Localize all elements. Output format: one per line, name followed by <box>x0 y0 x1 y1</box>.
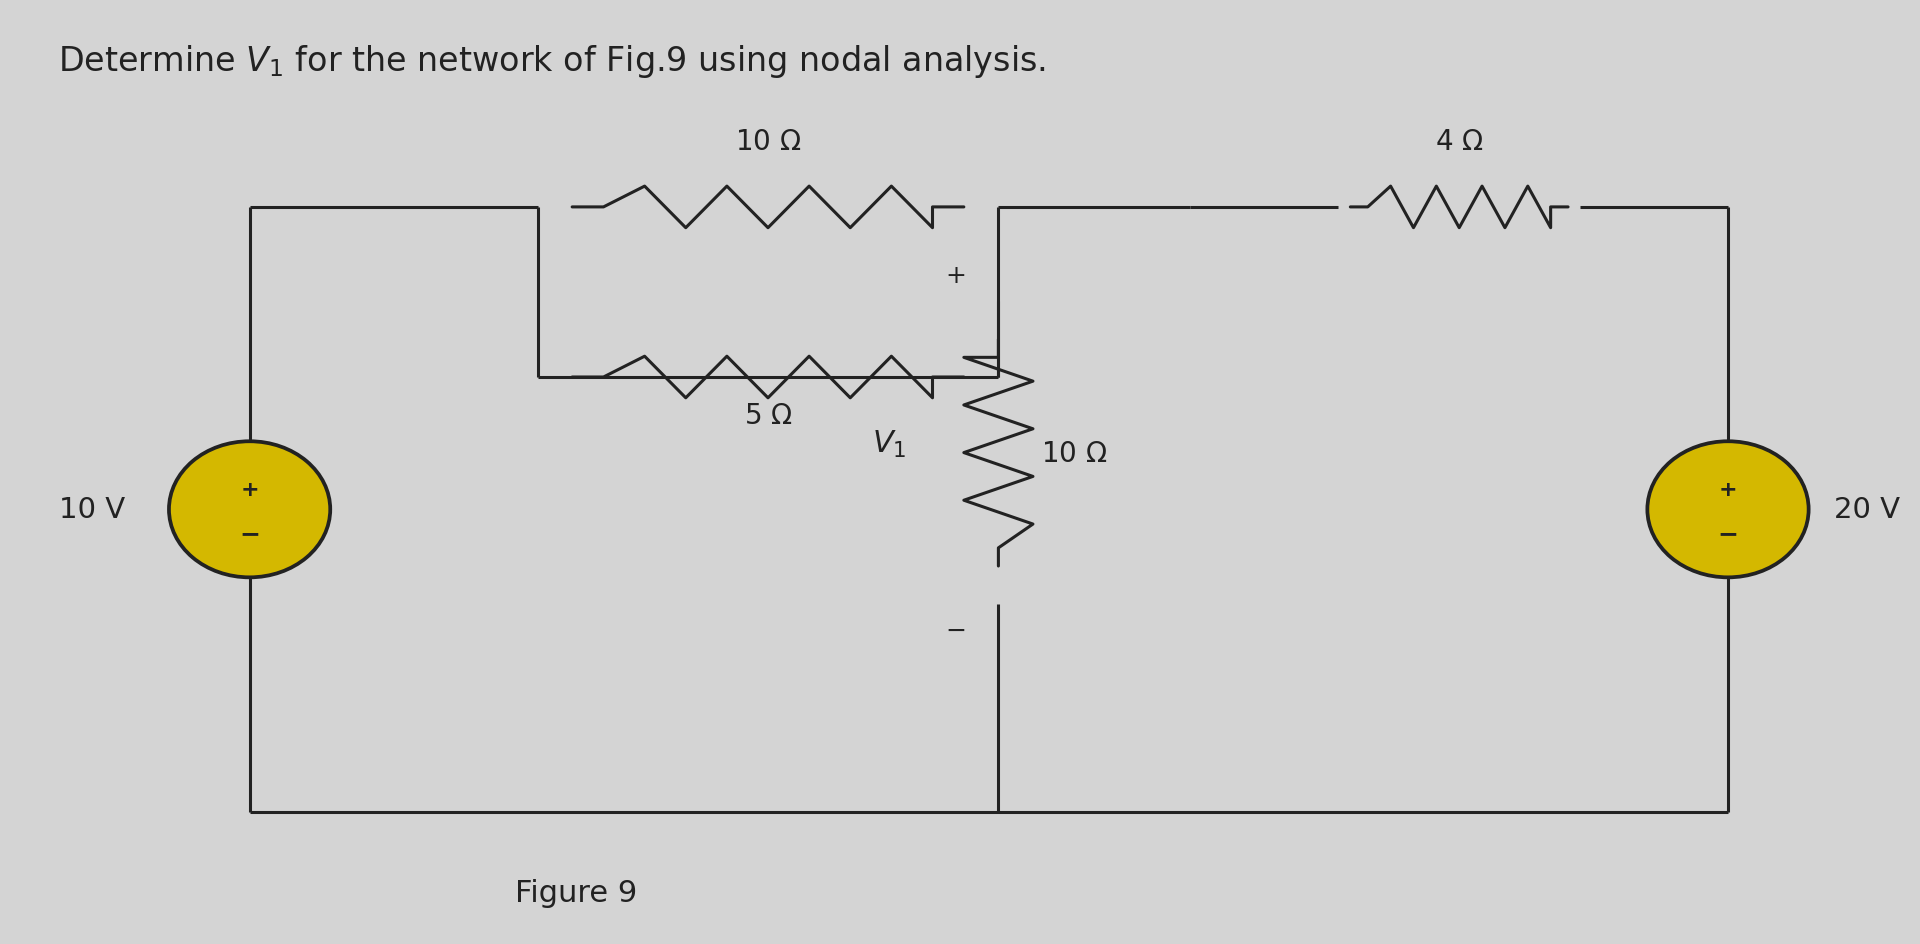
Ellipse shape <box>1647 442 1809 578</box>
Text: Figure 9: Figure 9 <box>515 878 637 906</box>
Text: 10 $\Omega$: 10 $\Omega$ <box>1041 439 1108 467</box>
Text: −: − <box>1718 522 1738 546</box>
Text: +: + <box>240 480 259 499</box>
Text: +: + <box>1718 480 1738 499</box>
Text: 5 $\Omega$: 5 $\Omega$ <box>743 401 793 430</box>
Text: −: − <box>240 522 259 546</box>
Text: 20 V: 20 V <box>1834 496 1899 524</box>
Text: Determine $V_1$ for the network of Fig.9 using nodal analysis.: Determine $V_1$ for the network of Fig.9… <box>58 42 1046 79</box>
Ellipse shape <box>169 442 330 578</box>
Text: 10 $\Omega$: 10 $\Omega$ <box>735 127 801 156</box>
Text: +: + <box>947 264 966 288</box>
Text: 4 $\Omega$: 4 $\Omega$ <box>1434 127 1484 156</box>
Text: −: − <box>947 618 966 642</box>
Text: $V_1$: $V_1$ <box>872 429 906 459</box>
Text: 10 V: 10 V <box>60 496 125 524</box>
